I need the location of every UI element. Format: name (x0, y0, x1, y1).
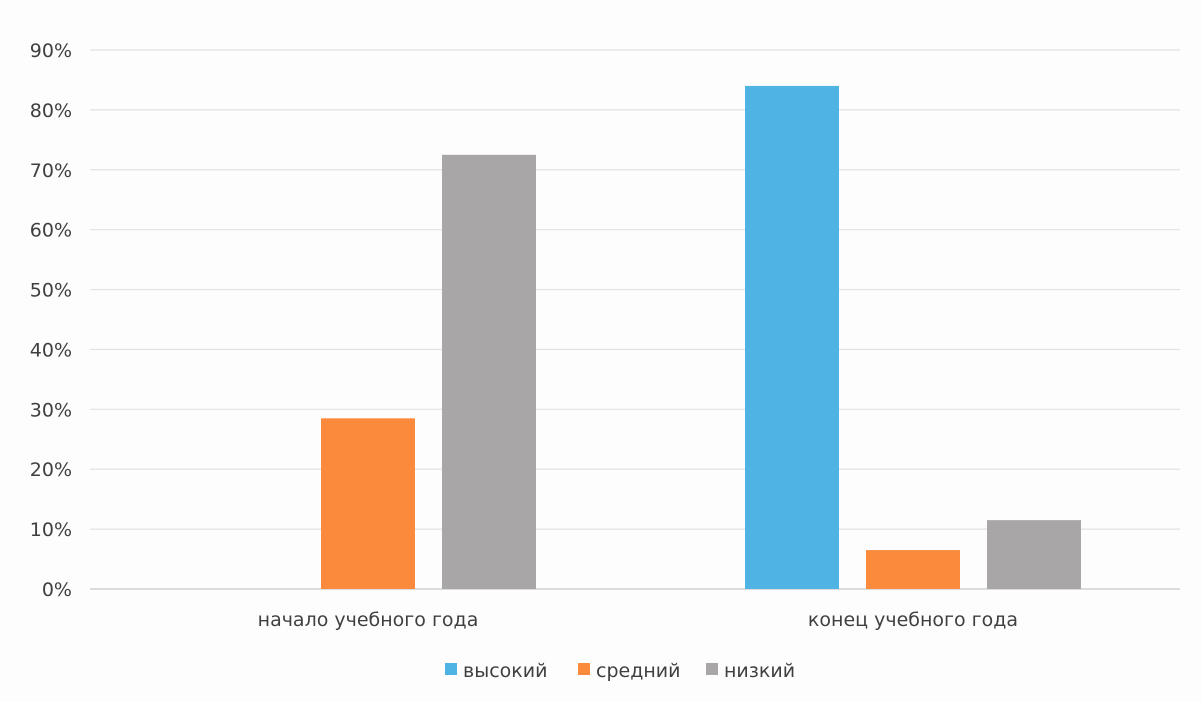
y-tick-label: 10% (30, 519, 72, 541)
legend-label: высокий (463, 660, 547, 682)
legend: высокий средний низкий (445, 660, 795, 682)
legend-label: низкий (724, 660, 795, 682)
legend-swatch (706, 663, 718, 675)
y-tick-label: 20% (30, 459, 72, 481)
y-tick-label: 0% (42, 579, 72, 601)
y-tick-label: 30% (30, 399, 72, 421)
x-axis-categories: начало учебного года конец учебного года (258, 609, 1018, 631)
gridlines (90, 49, 1180, 590)
bar-низкий-0 (442, 154, 536, 590)
legend-swatch (578, 663, 590, 675)
y-tick-label: 90% (30, 40, 72, 62)
legend-label: средний (596, 660, 680, 682)
y-tick-label: 80% (30, 100, 72, 122)
y-tick-label: 50% (30, 280, 72, 302)
bars (321, 85, 1081, 590)
x-category-label: конец учебного года (808, 609, 1018, 631)
bar-средний-1 (866, 550, 960, 589)
bar-низкий-1 (987, 520, 1081, 589)
y-tick-label: 60% (30, 220, 72, 242)
bar-высокий-1 (745, 85, 839, 589)
y-tick-label: 70% (30, 160, 72, 182)
y-axis-ticks: 0% 10% 20% 30% 40% 50% 60% 70% 80% 90% (30, 40, 72, 601)
legend-swatch (445, 663, 457, 675)
x-category-label: начало учебного года (258, 609, 479, 631)
y-tick-label: 40% (30, 339, 72, 361)
bar-средний-0 (321, 418, 415, 589)
